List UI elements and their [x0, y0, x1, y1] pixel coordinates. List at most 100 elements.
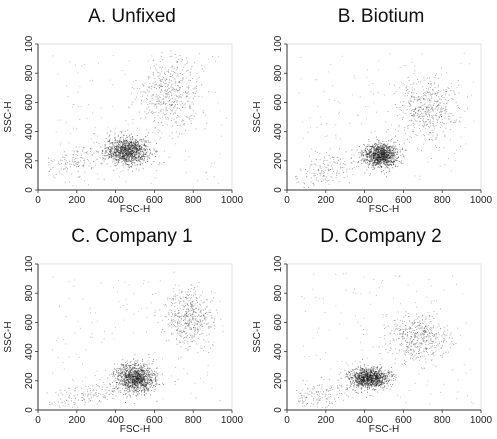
- scatter-point: [165, 96, 167, 98]
- scatter-point: [417, 113, 419, 115]
- scatter-point: [109, 152, 111, 154]
- scatter-point: [384, 152, 386, 154]
- scatter-point: [113, 370, 115, 372]
- scatter-point: [393, 164, 394, 166]
- scatter-point: [444, 117, 446, 119]
- scatter-point: [113, 154, 114, 156]
- scatter-point: [60, 144, 61, 146]
- scatter-point: [392, 149, 394, 151]
- scatter-point: [93, 133, 95, 135]
- scatter-point: [379, 152, 381, 154]
- scatter-point: [378, 140, 380, 142]
- scatter-point: [131, 387, 133, 389]
- scatter-point: [188, 117, 190, 119]
- scatter-point: [388, 153, 389, 155]
- scatter-point: [402, 153, 404, 155]
- scatter-point: [436, 105, 438, 107]
- scatter-point: [176, 108, 178, 110]
- scatter-point: [133, 391, 135, 393]
- scatter-point: [463, 52, 465, 54]
- scatter-point: [78, 161, 80, 163]
- scatter-point: [176, 107, 178, 109]
- scatter-point: [134, 384, 136, 386]
- scatter-point: [138, 156, 139, 158]
- scatter-point: [116, 161, 118, 163]
- scatter-point: [429, 122, 431, 124]
- scatter-point: [120, 370, 122, 372]
- scatter-point: [142, 384, 144, 386]
- scatter-point: [144, 384, 146, 386]
- scatter-point: [412, 101, 414, 103]
- scatter-point: [420, 149, 422, 151]
- scatter-point: [145, 385, 147, 387]
- scatter-point: [126, 156, 128, 158]
- scatter-point: [423, 115, 425, 117]
- scatter-point: [151, 383, 153, 385]
- scatter-point: [131, 141, 133, 143]
- scatter-point: [149, 142, 151, 143]
- scatter-point: [137, 373, 139, 374]
- scatter-point: [371, 158, 373, 159]
- scatter-point: [368, 140, 370, 142]
- scatter-point: [135, 151, 137, 153]
- scatter-point: [119, 158, 121, 160]
- scatter-point: [445, 106, 447, 108]
- scatter-point: [123, 374, 124, 376]
- scatter-point: [153, 94, 155, 96]
- scatter-point: [127, 147, 129, 149]
- scatter-point: [142, 382, 144, 384]
- scatter-point: [119, 157, 121, 159]
- scatter-point: [377, 155, 379, 157]
- scatter-point: [185, 171, 187, 173]
- scatter-point: [139, 146, 141, 148]
- scatter-point: [421, 53, 423, 55]
- scatter-point: [122, 165, 124, 167]
- scatter-point: [376, 156, 378, 158]
- scatter-point: [114, 139, 116, 141]
- scatter-point: [128, 374, 130, 376]
- scatter-point: [147, 388, 149, 390]
- scatter-point: [77, 155, 79, 156]
- scatter-point: [145, 149, 146, 151]
- scatter-point: [364, 160, 366, 162]
- scatter-point: [140, 91, 142, 93]
- scatter-point: [178, 81, 180, 83]
- scatter-point: [179, 93, 181, 95]
- scatter-point: [129, 154, 131, 156]
- scatter-point: [378, 153, 380, 155]
- scatter-point: [137, 147, 138, 149]
- scatter-point: [129, 381, 131, 383]
- scatter-point: [409, 104, 411, 106]
- scatter-point: [378, 145, 380, 147]
- scatter-point: [423, 108, 425, 110]
- scatter-point: [101, 150, 103, 152]
- scatter-point: [428, 114, 430, 116]
- scatter-point: [397, 130, 399, 132]
- scatter-point: [118, 150, 120, 152]
- scatter-point: [376, 163, 378, 165]
- scatter-point: [107, 141, 109, 142]
- scatter-point: [391, 154, 393, 156]
- scatter-point: [366, 69, 368, 71]
- scatter-point: [466, 96, 468, 98]
- scatter-point: [192, 312, 194, 313]
- scatter-point: [168, 91, 170, 93]
- scatter-point: [79, 86, 81, 87]
- scatter-point: [139, 368, 141, 370]
- scatter-point: [167, 85, 168, 87]
- scatter-point: [155, 151, 157, 153]
- scatter-point: [393, 141, 395, 143]
- scatter-point: [142, 141, 144, 143]
- scatter-point: [123, 141, 125, 143]
- scatter-point: [456, 87, 458, 89]
- scatter-point: [136, 87, 138, 89]
- scatter-point: [151, 55, 153, 57]
- scatter-point: [118, 148, 119, 150]
- scatter-point: [151, 381, 153, 383]
- scatter-point: [126, 389, 127, 391]
- scatter-point: [61, 160, 63, 161]
- scatter-point: [417, 99, 419, 101]
- scatter-point: [133, 158, 135, 160]
- scatter-point: [124, 368, 126, 370]
- scatter-point: [416, 135, 418, 137]
